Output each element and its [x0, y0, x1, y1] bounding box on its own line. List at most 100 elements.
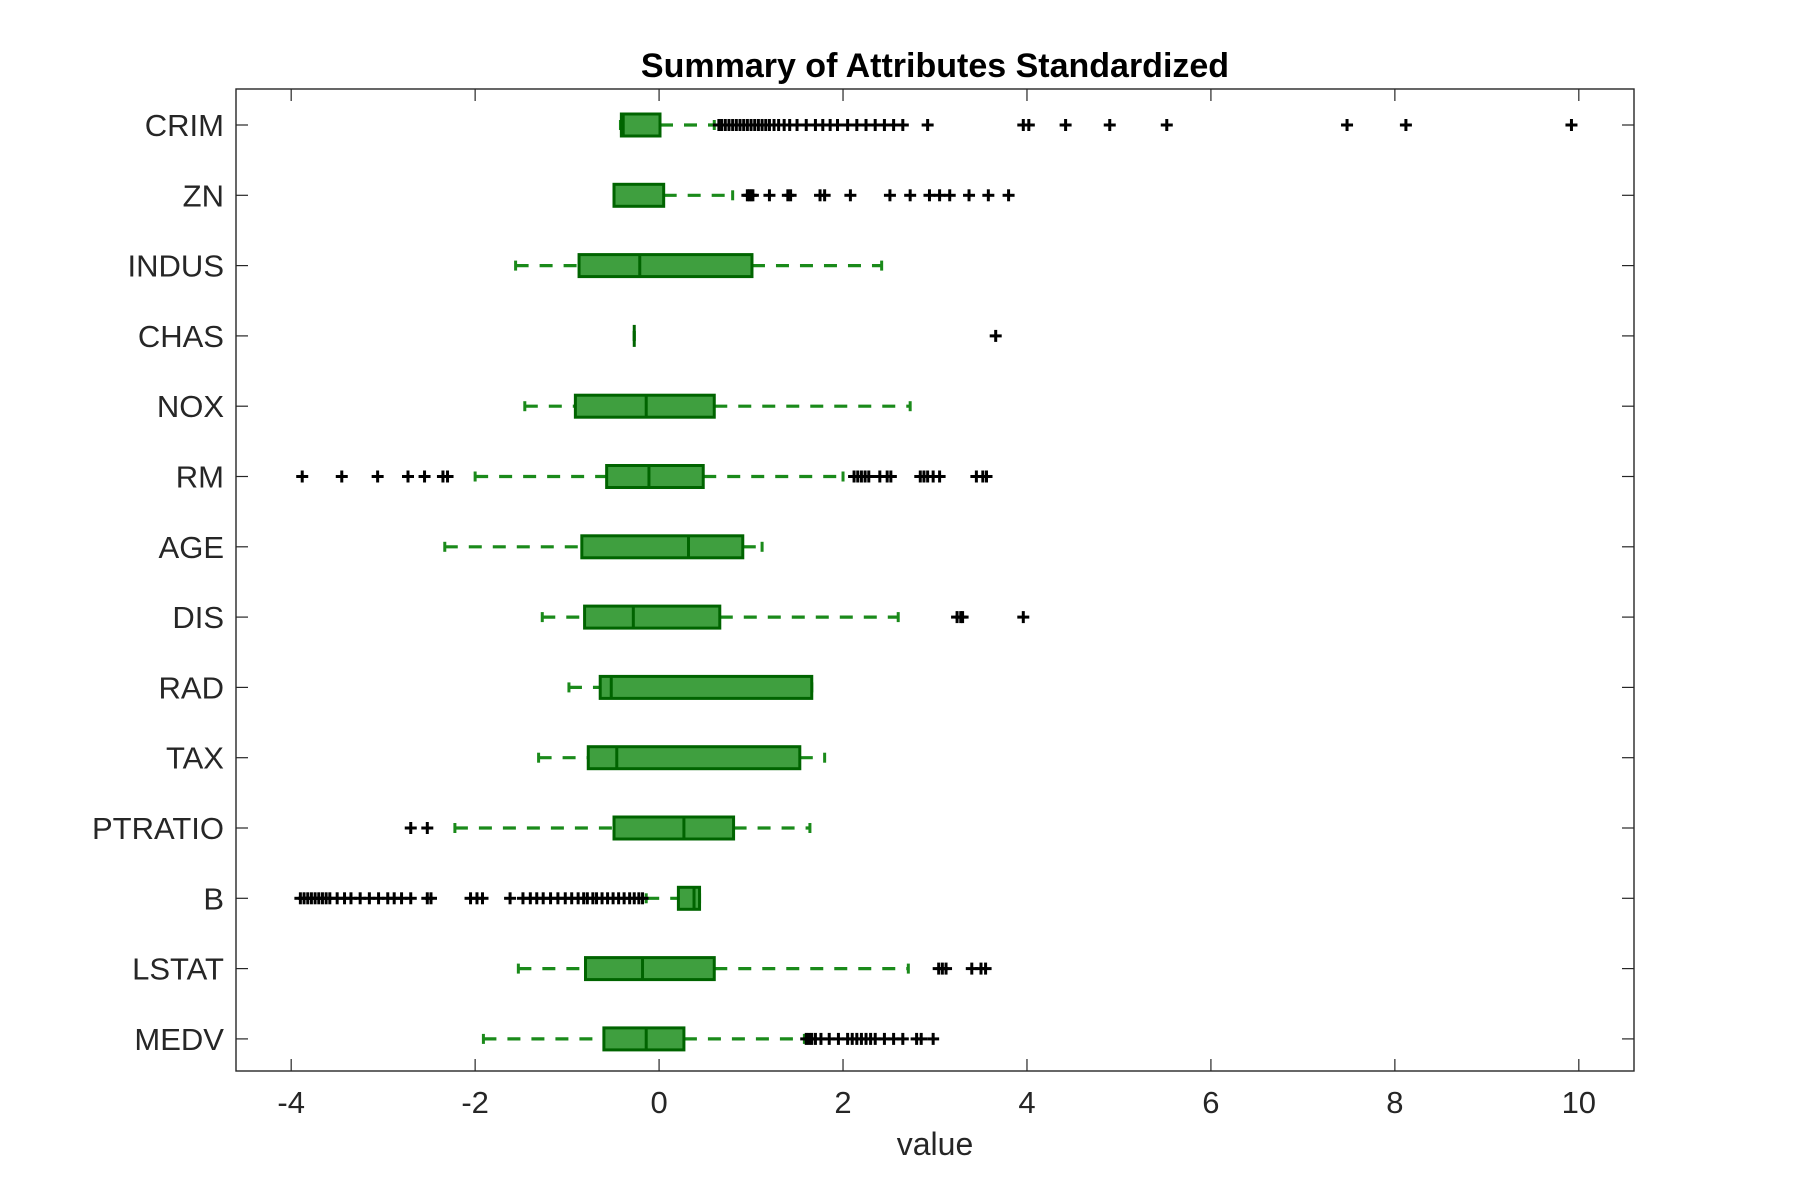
- outlier-point: [335, 470, 348, 483]
- box-iqr: [612, 815, 736, 841]
- outlier-point: [915, 1032, 928, 1045]
- box-iqr: [598, 674, 814, 700]
- y-tick-label: CRIM: [145, 108, 224, 143]
- x-axis-label: value: [897, 1126, 974, 1162]
- box-b: [294, 885, 702, 911]
- box-dis: [540, 604, 1030, 630]
- outlier-point: [424, 892, 437, 905]
- outlier-point: [404, 892, 417, 905]
- outlier-point: [982, 189, 995, 202]
- box-zn: [612, 182, 1015, 208]
- chart-title: Summary of Attributes Standardized: [641, 47, 1229, 85]
- box-lstat: [516, 956, 992, 982]
- outlier-point: [940, 962, 953, 975]
- outlier-point: [1565, 119, 1578, 131]
- outlier-point: [1017, 611, 1030, 624]
- y-tick-label: TAX: [166, 741, 224, 776]
- y-tick-label: CHAS: [138, 319, 224, 354]
- outlier-point: [1059, 119, 1072, 131]
- y-tick-label: RAD: [159, 670, 224, 705]
- x-tick-label: 2: [834, 1085, 851, 1120]
- outlier-point: [896, 119, 909, 131]
- box-ptratio: [404, 815, 812, 841]
- box-chas: [632, 324, 1002, 347]
- outlier-point: [746, 189, 759, 202]
- outlier-point: [763, 189, 776, 202]
- outlier-point: [989, 329, 1002, 342]
- outlier-point: [943, 189, 956, 202]
- box-iqr: [619, 112, 662, 138]
- outlier-point: [401, 470, 414, 483]
- plot-area: [235, 88, 1635, 1072]
- x-tick-label: 0: [650, 1085, 667, 1120]
- outlier-point: [933, 189, 946, 202]
- outlier-point: [831, 119, 844, 131]
- y-tick-label: NOX: [157, 389, 225, 424]
- outlier-point: [884, 470, 897, 483]
- x-tick-label: 8: [1386, 1085, 1403, 1120]
- box-iqr: [580, 534, 745, 560]
- outlier-point: [418, 470, 431, 483]
- outlier-point: [933, 470, 946, 483]
- y-tick-label: INDUS: [128, 249, 224, 284]
- outlier-point: [441, 470, 454, 483]
- y-tick-label: MEDV: [134, 1022, 224, 1057]
- outlier-point: [504, 892, 517, 905]
- outlier-point: [883, 189, 896, 202]
- outlier-point: [1160, 119, 1173, 131]
- outlier-point: [963, 189, 976, 202]
- outlier-point: [904, 189, 917, 202]
- outlier-point: [921, 119, 934, 131]
- box-tax: [537, 745, 827, 771]
- outlier-point: [371, 470, 384, 483]
- box-nox: [523, 393, 912, 419]
- outlier-point: [636, 892, 649, 905]
- outlier-point: [979, 962, 992, 975]
- outlier-point: [1103, 119, 1116, 131]
- outlier-point: [1002, 189, 1015, 202]
- outlier-point: [923, 189, 936, 202]
- outlier-point: [476, 892, 489, 905]
- box-indus: [514, 253, 884, 279]
- outlier-point: [421, 822, 434, 834]
- x-tick-label: 10: [1562, 1085, 1596, 1120]
- outlier-point: [956, 611, 969, 624]
- x-tick-label: -4: [277, 1085, 305, 1120]
- y-tick-label: AGE: [159, 530, 224, 565]
- outlier-point: [862, 470, 875, 483]
- outlier-point: [1022, 119, 1035, 131]
- y-tick-label: PTRATIO: [92, 811, 224, 846]
- outlier-point: [980, 470, 993, 483]
- x-tick-label: 4: [1018, 1085, 1035, 1120]
- y-tick-label: LSTAT: [132, 952, 224, 987]
- box-iqr: [605, 464, 705, 489]
- x-tick-label: 6: [1202, 1085, 1219, 1120]
- box-iqr: [612, 182, 666, 208]
- outlier-point: [784, 189, 797, 202]
- outlier-point: [1399, 119, 1412, 131]
- outlier-point: [818, 189, 831, 202]
- outlier-point: [844, 189, 857, 202]
- box-rm: [296, 464, 993, 489]
- box-medv: [481, 1026, 940, 1052]
- y-tick-label: DIS: [172, 600, 224, 635]
- outlier-point: [404, 822, 417, 834]
- box-iqr: [584, 956, 716, 982]
- box-iqr: [602, 1026, 686, 1052]
- box-crim: [618, 112, 1578, 138]
- ticks-layer: -4 -2 0 2 4 6 8 10 CRIM ZN INDUS CHAS NOX RM AGE DIS RAD…: [92, 89, 1634, 1120]
- outlier-point: [1341, 119, 1354, 131]
- y-tick-label: RM: [176, 460, 224, 495]
- outlier-point: [927, 1032, 940, 1045]
- box-iqr: [577, 253, 754, 279]
- box-rad: [567, 674, 814, 700]
- outlier-point: [296, 470, 309, 483]
- y-tick-label: B: [203, 881, 224, 916]
- boxes-layer: [294, 112, 1578, 1052]
- box-iqr: [676, 885, 702, 911]
- y-tick-label: ZN: [183, 178, 224, 213]
- box-iqr: [586, 745, 802, 771]
- box-age: [443, 534, 764, 560]
- box-iqr: [583, 604, 722, 630]
